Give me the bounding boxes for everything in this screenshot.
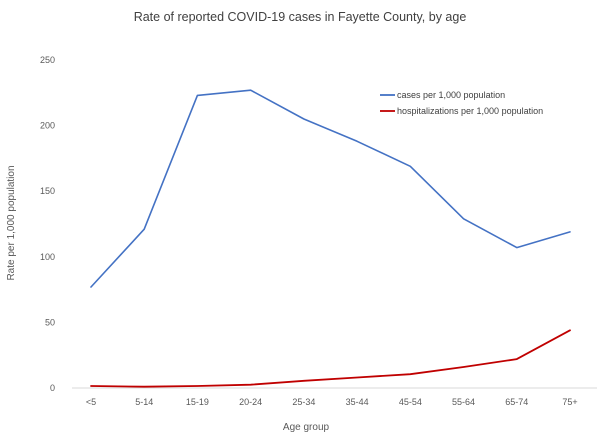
x-tick-label: <5	[86, 397, 96, 407]
x-tick-label: 25-34	[292, 397, 315, 407]
x-tick-label: 65-74	[505, 397, 528, 407]
x-tick-label: 55-64	[452, 397, 475, 407]
y-tick-label: 100	[40, 252, 55, 262]
x-tick-label: 45-54	[399, 397, 422, 407]
x-tick-label: 15-19	[186, 397, 209, 407]
chart-title: Rate of reported COVID-19 cases in Fayet…	[134, 10, 467, 24]
y-tick-label: 200	[40, 121, 55, 131]
y-tick-label: 50	[45, 317, 55, 327]
x-tick-label: 75+	[562, 397, 577, 407]
series-line-cases	[91, 90, 570, 287]
series-line-hospitalizations	[91, 330, 570, 386]
y-tick-label: 0	[50, 383, 55, 393]
plot-area: 0 50 100 150 200 250 <5 5-14 15-19 20-24 25-34 35-4…	[40, 55, 597, 407]
x-tick-label: 20-24	[239, 397, 262, 407]
legend-label: cases per 1,000 population	[397, 90, 505, 100]
x-tick-label: 35-44	[346, 397, 369, 407]
y-tick-label: 150	[40, 186, 55, 196]
x-axis-label: Age group	[283, 422, 330, 433]
y-tick-label: 250	[40, 55, 55, 65]
legend-label: hospitalizations per 1,000 population	[397, 106, 543, 116]
y-axis-label: Rate per 1,000 population	[6, 165, 17, 280]
x-tick-label: 5-14	[135, 397, 153, 407]
